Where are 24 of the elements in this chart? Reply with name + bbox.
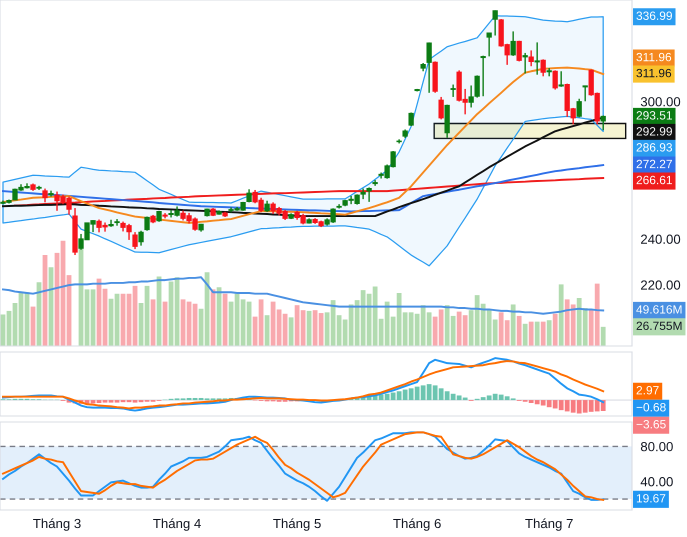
text: 272.27 [636, 160, 672, 168]
text: 292.99 [636, 127, 672, 136]
text: 19.67 [636, 494, 666, 503]
y-tick-label: 300.00 [640, 97, 680, 106]
y-tick-label: 220.00 [640, 280, 680, 290]
y-tick-label: 80.00 [640, 442, 673, 452]
y2-tick-label: 49.616M [636, 305, 682, 314]
text: 2.97 [636, 386, 659, 394]
text: 311.96 [636, 52, 672, 62]
text: 336.99 [636, 12, 672, 20]
y2-tick-label: 26.755M [636, 322, 682, 330]
text: −0.68 [636, 403, 666, 412]
x-tick-label: Tháng 6 [393, 518, 441, 531]
text: −3.65 [636, 420, 666, 428]
x-tick-label: Tháng 4 [153, 518, 201, 531]
x-tick-label: Tháng 7 [525, 518, 573, 531]
y-tick-label: 240.00 [640, 234, 680, 244]
x-tick-label: Tháng 5 [273, 518, 321, 531]
text: 286.93 [636, 143, 672, 152]
text: 311.96 [636, 68, 672, 78]
text: 266.61 [636, 176, 672, 184]
text: 293.51 [636, 111, 672, 120]
y-tick-label: 40.00 [640, 477, 673, 486]
x-tick-label: Tháng 3 [33, 518, 81, 531]
